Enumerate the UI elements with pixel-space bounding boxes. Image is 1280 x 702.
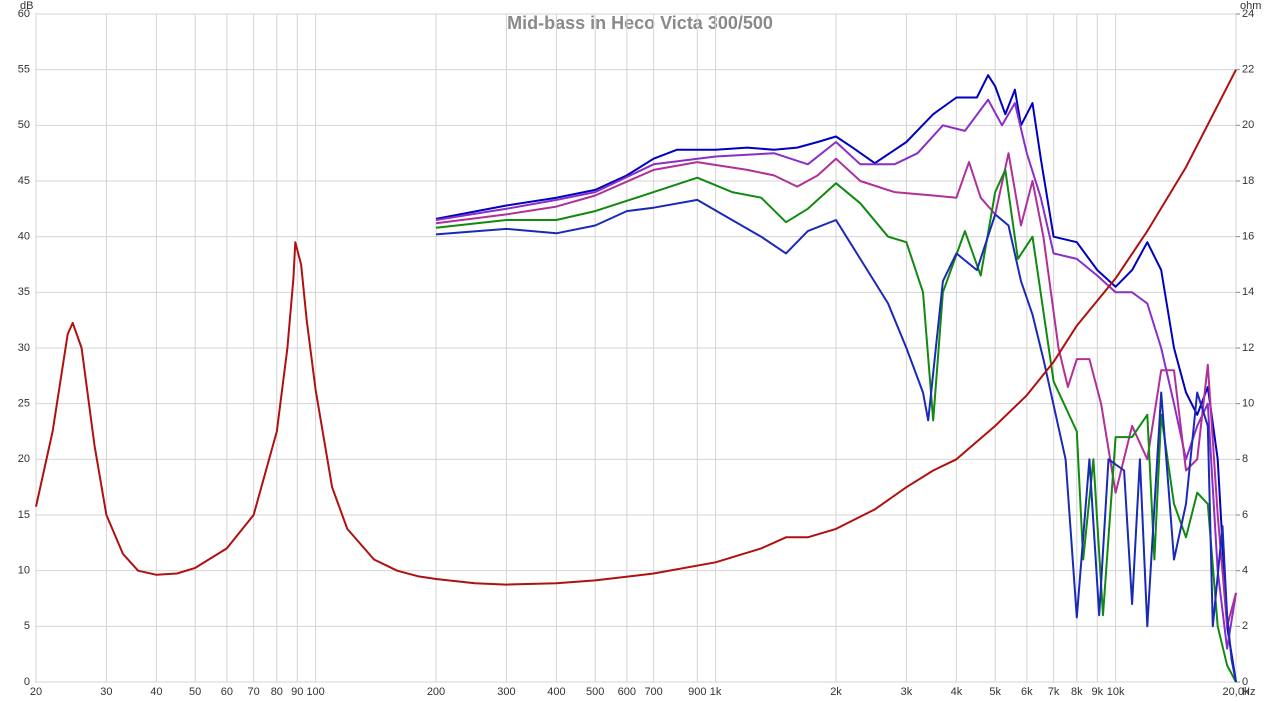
x-tick-label: 100 bbox=[306, 686, 324, 698]
y-tick-label: 50 bbox=[18, 119, 30, 131]
y2-tick-label: 20 bbox=[1242, 119, 1254, 131]
y-tick-label: 60 bbox=[18, 8, 30, 20]
y-axis-label: dB bbox=[20, 0, 33, 12]
y2-tick-label: 6 bbox=[1242, 509, 1248, 521]
y2-axis-label: ohm bbox=[1240, 0, 1261, 12]
x-tick-label: 4k bbox=[951, 686, 963, 698]
y2-tick-label: 22 bbox=[1242, 64, 1254, 76]
y-tick-label: 55 bbox=[18, 64, 30, 76]
x-tick-label: 200 bbox=[427, 686, 445, 698]
y2-tick-label: 4 bbox=[1242, 565, 1248, 577]
series-line bbox=[435, 152, 1237, 628]
x-tick-label: 70 bbox=[248, 686, 260, 698]
x-tick-label: 1k bbox=[710, 686, 722, 698]
y-tick-label: 5 bbox=[24, 620, 30, 632]
series-line bbox=[435, 74, 1237, 683]
series-line bbox=[435, 198, 1237, 683]
series-line bbox=[35, 69, 1237, 586]
x-tick-label: 20,0k bbox=[1223, 686, 1250, 698]
x-tick-label: 2k bbox=[830, 686, 842, 698]
y-tick-label: 25 bbox=[18, 398, 30, 410]
x-tick-label: 30 bbox=[100, 686, 112, 698]
y-tick-label: 0 bbox=[24, 676, 30, 688]
y-tick-label: 35 bbox=[18, 286, 30, 298]
x-tick-label: 6k bbox=[1021, 686, 1033, 698]
x-tick-label: 10k bbox=[1107, 686, 1125, 698]
chart-title: Mid-bass in Heco Victa 300/500 bbox=[507, 13, 773, 33]
x-tick-label: 600 bbox=[618, 686, 636, 698]
x-tick-label: 7k bbox=[1048, 686, 1060, 698]
y-tick-label: 10 bbox=[18, 565, 30, 577]
y2-tick-label: 10 bbox=[1242, 398, 1254, 410]
x-axis-label: Hz bbox=[1242, 686, 1255, 698]
x-tick-label: 50 bbox=[189, 686, 201, 698]
x-tick-label: 900 bbox=[688, 686, 706, 698]
y2-tick-label: 12 bbox=[1242, 342, 1254, 354]
x-tick-label: 400 bbox=[547, 686, 565, 698]
y-tick-label: 45 bbox=[18, 175, 30, 187]
x-tick-label: 80 bbox=[271, 686, 283, 698]
x-tick-label: 90 bbox=[291, 686, 303, 698]
x-tick-label: 20 bbox=[30, 686, 42, 698]
y-tick-label: 40 bbox=[18, 231, 30, 243]
y2-tick-label: 18 bbox=[1242, 175, 1254, 187]
x-tick-label: 40 bbox=[150, 686, 162, 698]
x-tick-label: 300 bbox=[497, 686, 515, 698]
x-tick-label: 5k bbox=[989, 686, 1001, 698]
x-tick-label: 700 bbox=[644, 686, 662, 698]
y2-tick-label: 8 bbox=[1242, 453, 1248, 465]
y2-tick-label: 2 bbox=[1242, 620, 1248, 632]
x-tick-label: 3k bbox=[901, 686, 913, 698]
y2-tick-label: 14 bbox=[1242, 286, 1254, 298]
y2-tick-label: 24 bbox=[1242, 8, 1254, 20]
x-tick-label: 500 bbox=[586, 686, 604, 698]
y-tick-label: 20 bbox=[18, 453, 30, 465]
x-tick-label: 60 bbox=[221, 686, 233, 698]
y-tick-label: 30 bbox=[18, 342, 30, 354]
y2-tick-label: 0 bbox=[1242, 676, 1248, 688]
x-tick-label: 9k bbox=[1091, 686, 1103, 698]
y2-tick-label: 16 bbox=[1242, 231, 1254, 243]
x-tick-label: 8k bbox=[1071, 686, 1083, 698]
series-line bbox=[435, 168, 1237, 683]
y-tick-label: 15 bbox=[18, 509, 30, 521]
